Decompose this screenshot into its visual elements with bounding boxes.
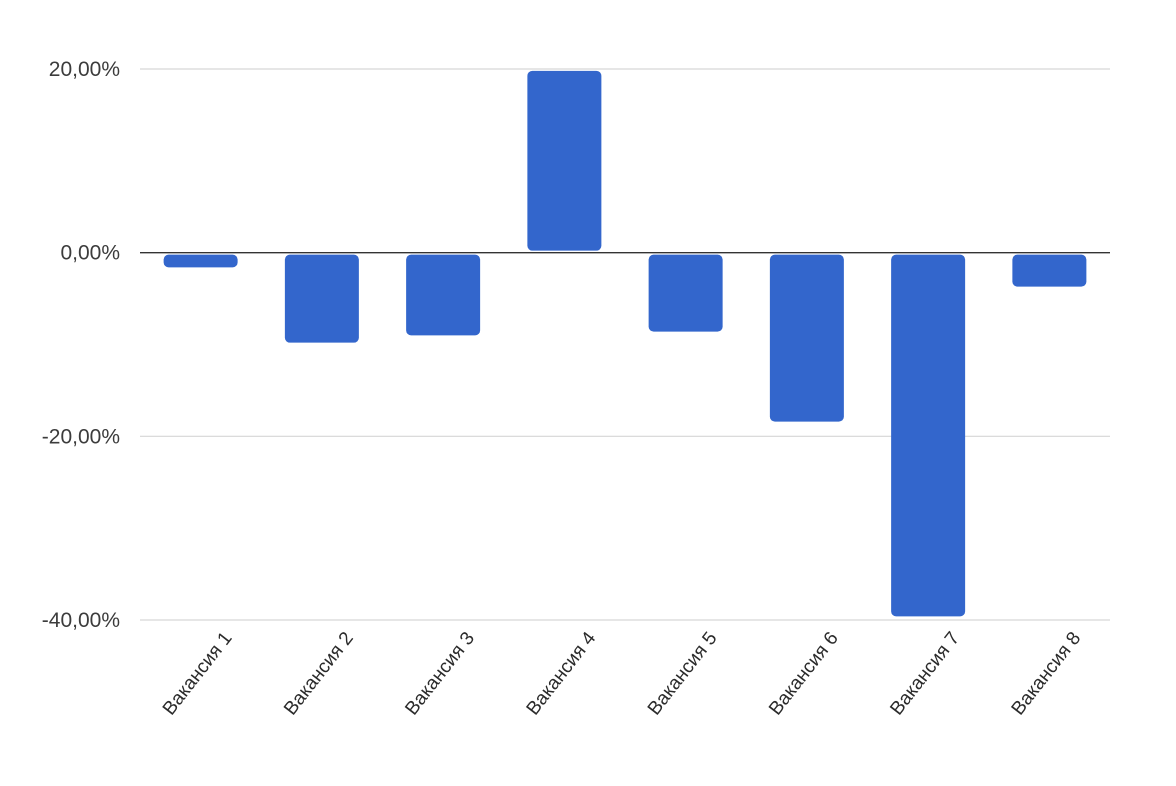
bar-1 [163,254,238,268]
x-tick-label-2: Вакансия 2 [280,628,358,719]
bar-5 [648,254,723,332]
x-axis-labels: Вакансия 1 Вакансия 2 Вакансия 3 Вакансия 4… [159,628,1085,720]
y-tick-label-0: 20,00% [49,58,120,81]
x-tick-label-8: Вакансия 8 [1008,628,1086,719]
bar-2 [284,254,359,343]
x-tick-label-3: Вакансия 3 [401,628,479,719]
x-tick-label-6: Вакансия 6 [765,628,843,719]
x-tick-label-5: Вакансия 5 [644,628,722,719]
x-tick-label-4: Вакансия 4 [523,628,601,720]
bar-4 [527,70,602,251]
y-tick-label-1: 0,00% [60,242,120,265]
bar-3 [406,254,481,336]
y-tick-label-2: -20,00% [42,425,120,448]
x-tick-label-7: Вакансия 7 [886,628,964,719]
bar-6 [769,254,844,422]
y-tick-label-3: -40,00% [42,609,120,632]
bar-8 [1012,254,1087,287]
x-tick-label-1: Вакансия 1 [159,628,237,719]
bar-7 [891,254,966,617]
y-axis-ticks: 20,00% 0,00% -20,00% -40,00% [42,58,120,632]
bars [163,70,1087,617]
